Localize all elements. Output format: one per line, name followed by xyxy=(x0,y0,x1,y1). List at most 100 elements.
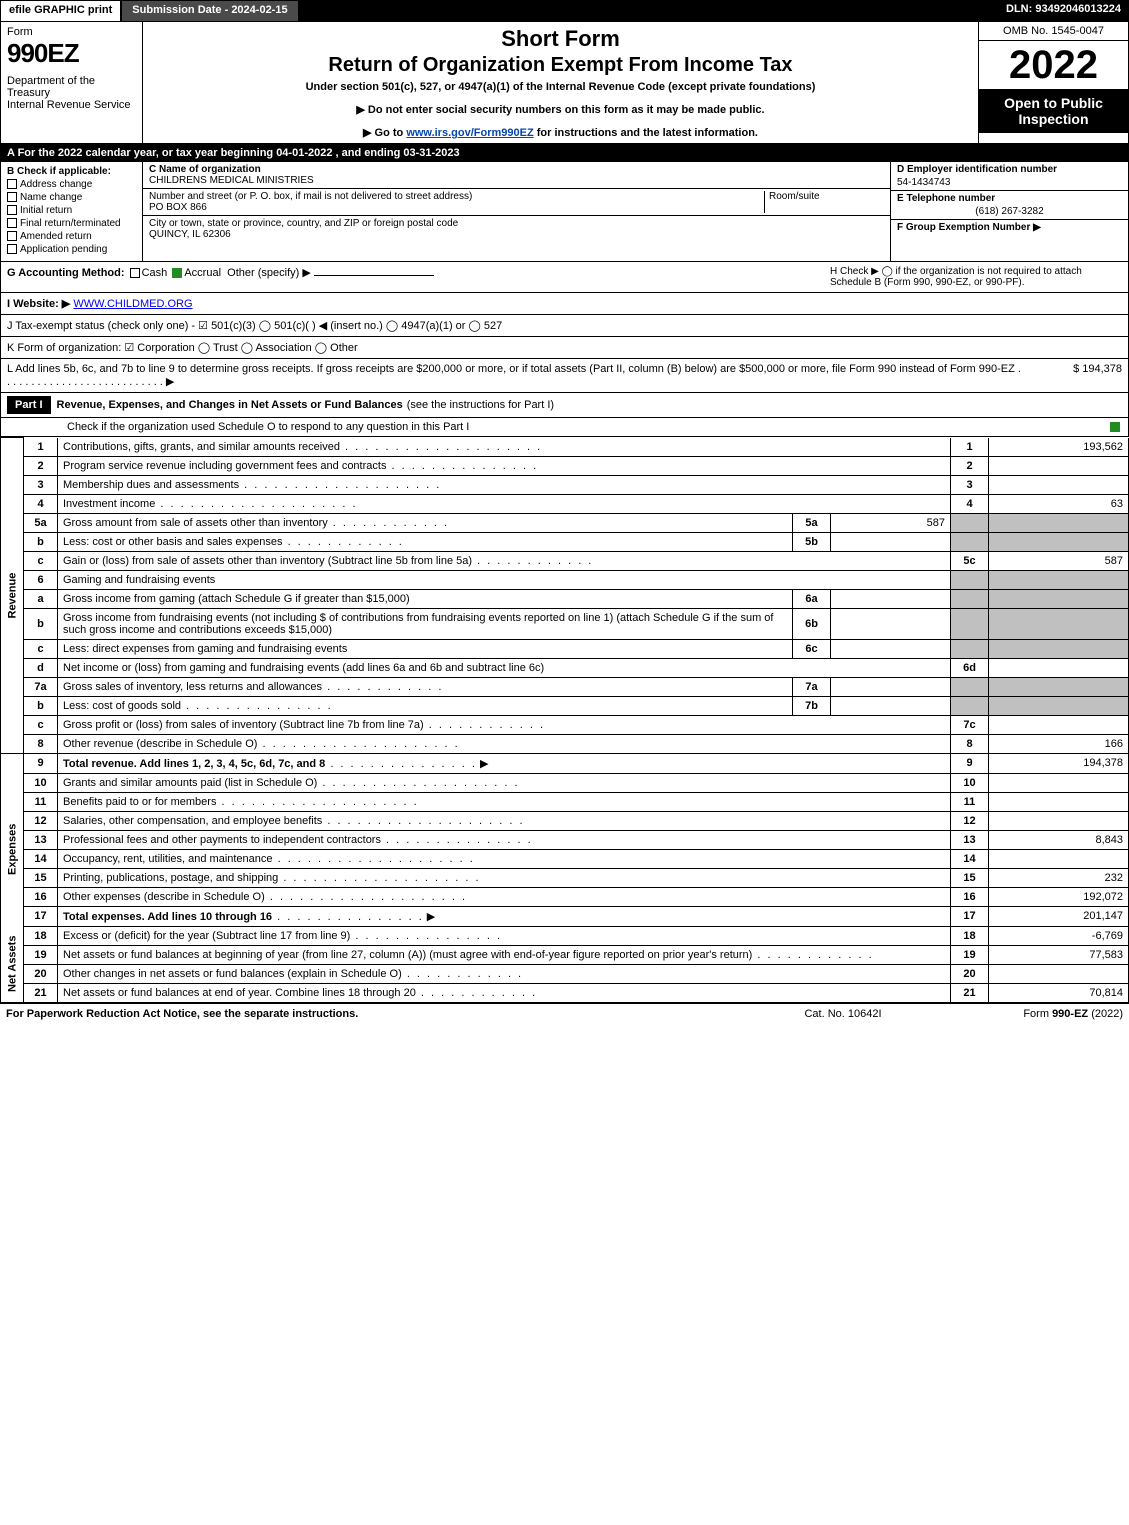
ln: 14 xyxy=(24,849,58,868)
table-row: 7aGross sales of inventory, less returns… xyxy=(1,677,1129,696)
part-i-check-text: Check if the organization used Schedule … xyxy=(67,421,469,433)
desc: Other changes in net assets or fund bala… xyxy=(58,964,951,983)
checkbox-icon xyxy=(7,218,17,228)
val: 63 xyxy=(989,494,1129,513)
sub-val: 587 xyxy=(831,513,951,532)
chk-label: Application pending xyxy=(20,244,107,255)
form-subtitle: Under section 501(c), 527, or 4947(a)(1)… xyxy=(151,81,970,93)
val: 8,843 xyxy=(989,830,1129,849)
rn: 18 xyxy=(951,926,989,945)
section-b-header: B Check if applicable: xyxy=(7,166,136,177)
chk-label: Final return/terminated xyxy=(20,218,121,229)
desc: Net assets or fund balances at end of ye… xyxy=(58,983,951,1002)
ln: 8 xyxy=(24,734,58,753)
checkbox-cash[interactable] xyxy=(130,268,140,278)
rn: 14 xyxy=(951,849,989,868)
chk-address-change[interactable]: Address change xyxy=(7,179,136,190)
form-label: Form xyxy=(7,26,136,38)
chk-label: Name change xyxy=(20,192,82,203)
val-shaded xyxy=(989,589,1129,608)
rn: 11 xyxy=(951,792,989,811)
desc: Gross amount from sale of assets other t… xyxy=(58,513,793,532)
sub-ln: 7b xyxy=(793,696,831,715)
checkbox-icon xyxy=(7,231,17,241)
ln: 15 xyxy=(24,868,58,887)
efile-print-label[interactable]: efile GRAPHIC print xyxy=(0,0,121,22)
ln: 6 xyxy=(24,570,58,589)
city-cell: City or town, state or province, country… xyxy=(143,216,890,242)
rn: 16 xyxy=(951,887,989,906)
desc: Other revenue (describe in Schedule O) xyxy=(58,734,951,753)
rn: 5c xyxy=(951,551,989,570)
group-exemption-label: F Group Exemption Number ▶ xyxy=(891,219,1128,235)
desc: Gross profit or (loss) from sales of inv… xyxy=(58,715,951,734)
desc: Less: cost or other basis and sales expe… xyxy=(58,532,793,551)
rn-shaded xyxy=(951,696,989,715)
val-shaded xyxy=(989,513,1129,532)
g-label: G Accounting Method: xyxy=(7,267,125,279)
rn: 10 xyxy=(951,773,989,792)
sub-val xyxy=(831,639,951,658)
city-value: QUINCY, IL 62306 xyxy=(149,229,884,240)
dln-label: DLN: 93492046013224 xyxy=(998,0,1129,22)
val xyxy=(989,658,1129,677)
checkbox-icon xyxy=(7,244,17,254)
ln: 17 xyxy=(24,906,58,926)
submission-date: Submission Date - 2024-02-15 xyxy=(121,0,298,22)
desc: Professional fees and other payments to … xyxy=(58,830,951,849)
table-row: cLess: direct expenses from gaming and f… xyxy=(1,639,1129,658)
footer-paperwork-notice: For Paperwork Reduction Act Notice, see … xyxy=(6,1008,743,1020)
expenses-side-label: Expenses xyxy=(1,773,24,926)
ln: c xyxy=(24,715,58,734)
chk-amended-return[interactable]: Amended return xyxy=(7,231,136,242)
table-row: 3Membership dues and assessments3 xyxy=(1,475,1129,494)
table-row: aGross income from gaming (attach Schedu… xyxy=(1,589,1129,608)
line-g-h: G Accounting Method: Cash Accrual Other … xyxy=(0,262,1129,293)
table-row: bLess: cost or other basis and sales exp… xyxy=(1,532,1129,551)
val: 70,814 xyxy=(989,983,1129,1002)
website-link[interactable]: WWW.CHILDMED.ORG xyxy=(73,298,192,310)
line-l-text: L Add lines 5b, 6c, and 7b to line 9 to … xyxy=(7,363,1022,388)
checkbox-accrual-checked[interactable] xyxy=(172,268,182,278)
ln: 13 xyxy=(24,830,58,849)
org-name-value: CHILDRENS MEDICAL MINISTRIES xyxy=(149,175,884,186)
desc: Printing, publications, postage, and shi… xyxy=(58,868,951,887)
phone-value: (618) 267-3282 xyxy=(891,206,1128,219)
val: 166 xyxy=(989,734,1129,753)
val xyxy=(989,964,1129,983)
desc: Total revenue. Add lines 1, 2, 3, 4, 5c,… xyxy=(58,753,951,773)
line-j: J Tax-exempt status (check only one) - ☑… xyxy=(0,315,1129,337)
netassets-side-label: Net Assets xyxy=(1,926,24,1002)
rn-shaded xyxy=(951,513,989,532)
chk-name-change[interactable]: Name change xyxy=(7,192,136,203)
form-title-long: Return of Organization Exempt From Incom… xyxy=(151,54,970,77)
header-left: Form 990EZ Department of the Treasury In… xyxy=(1,22,143,143)
val: 77,583 xyxy=(989,945,1129,964)
line-h: H Check ▶ ◯ if the organization is not r… xyxy=(822,266,1122,288)
rn-shaded xyxy=(951,589,989,608)
ln: b xyxy=(24,696,58,715)
table-row: 17Total expenses. Add lines 10 through 1… xyxy=(1,906,1129,926)
table-row: Expenses 10Grants and similar amounts pa… xyxy=(1,773,1129,792)
val xyxy=(989,792,1129,811)
chk-application-pending[interactable]: Application pending xyxy=(7,244,136,255)
rn: 12 xyxy=(951,811,989,830)
desc: Program service revenue including govern… xyxy=(58,456,951,475)
section-c: C Name of organization CHILDRENS MEDICAL… xyxy=(143,162,890,261)
phone-label: E Telephone number xyxy=(891,190,1128,206)
side-spacer xyxy=(1,753,24,773)
ln: a xyxy=(24,589,58,608)
checkbox-icon xyxy=(7,192,17,202)
desc: Net income or (loss) from gaming and fun… xyxy=(58,658,951,677)
g-other-input[interactable] xyxy=(314,275,434,276)
desc: Gaming and fundraising events xyxy=(58,570,951,589)
chk-initial-return[interactable]: Initial return xyxy=(7,205,136,216)
sub-ln: 7a xyxy=(793,677,831,696)
ein-label: D Employer identification number xyxy=(891,162,1128,177)
chk-final-return[interactable]: Final return/terminated xyxy=(7,218,136,229)
address-label: Number and street (or P. O. box, if mail… xyxy=(149,191,764,202)
desc: Occupancy, rent, utilities, and maintena… xyxy=(58,849,951,868)
irs-link[interactable]: www.irs.gov/Form990EZ xyxy=(406,127,533,139)
table-row: cGain or (loss) from sale of assets othe… xyxy=(1,551,1129,570)
part-i-schedule-o-checkbox[interactable] xyxy=(1110,422,1120,432)
